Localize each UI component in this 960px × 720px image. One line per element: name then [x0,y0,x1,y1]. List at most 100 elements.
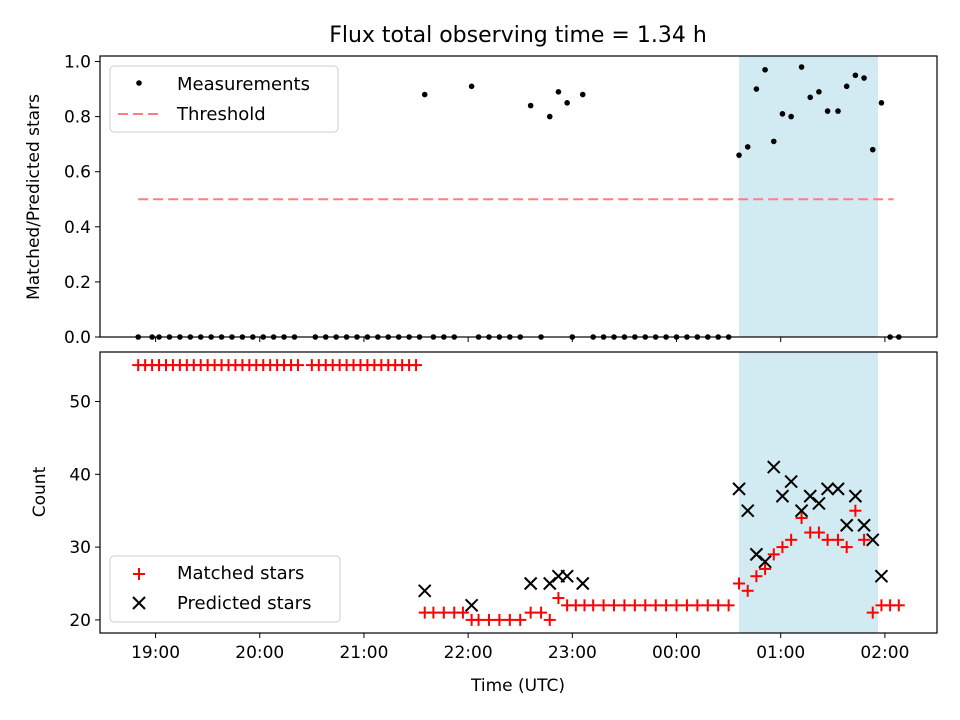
matched-star-point [785,533,798,546]
y-tick-label: 30 [69,538,91,558]
predicted-star-point [560,569,574,583]
predicted-star-point [576,576,590,591]
matched-star-point [701,599,714,612]
matched-star-point [503,613,516,626]
matched-star-point [712,599,725,612]
matched-star-point [608,599,621,612]
x-axis-label: Time (UTC) [470,676,565,696]
legend-predicted-label: Predicted stars [177,593,311,614]
predicted-star-point [848,489,863,503]
legend-matched-label: Matched stars [177,563,304,584]
measurement-point [527,102,534,109]
matched-star-point [733,577,746,590]
matched-star-point [892,599,905,612]
highlight-span-top [739,56,878,337]
x-tick-label: 21:00 [339,643,388,663]
measurement-point [861,75,867,81]
measurement-point [816,89,822,95]
matched-star-point [722,599,735,612]
highlight-span-bottom [739,352,878,633]
bottom-x-ticks: 19:00 20:00 21:00 22:00 23:00 00:00 01:00 02:00 [131,633,909,663]
predicted-star-point [866,533,880,547]
measurement-point [762,66,768,73]
matched-star-point [812,526,825,539]
matched-star-point [535,606,548,619]
matched-star-point [776,541,789,554]
x-tick-label: 01:00 [756,643,805,663]
x-tick-label: 02:00 [860,643,909,663]
predicted-star-point [767,460,781,474]
predicted-star-point [775,489,790,503]
matched-star-point [691,599,704,612]
top-y-axis-label: Matched/Predicted stars [24,94,44,300]
measurement-point [779,111,786,117]
matched-star-point [493,613,506,626]
matched-stars-points [132,359,905,626]
matched-star-point [291,359,304,372]
y-tick-label: 20 [69,611,91,631]
bottom-legend: Matched stars Predicted stars [109,555,341,623]
y-tick-label: 40 [69,465,91,485]
measurement-point [546,113,553,120]
matched-star-point [649,599,662,612]
y-tick-label: 0.0 [64,328,91,348]
y-tick-label: 0.2 [64,273,91,293]
predicted-star-point [831,482,845,496]
matched-star-point [472,613,485,626]
matched-star-point [840,541,853,554]
measurement-point [744,144,751,150]
measurement-point [869,146,876,153]
matched-star-point [866,606,879,619]
legend-measurements-label: Measurements [177,74,310,95]
matched-star-point [524,606,537,619]
matched-star-point [832,533,845,546]
measurement-point [852,72,859,79]
matched-star-point [410,359,423,372]
measurement-point [807,94,814,101]
matched-star-point [759,562,772,575]
matched-star-point [767,548,780,561]
matched-star-point [741,584,754,597]
measurement-point [798,64,805,70]
measurement-point [421,91,428,98]
matched-star-point [552,592,565,605]
matched-star-point [543,613,556,626]
matched-star-point [628,599,641,612]
measurement-point [824,108,831,114]
bottom-y-axis-label: Count [30,466,50,517]
matched-star-point [821,533,834,546]
matched-star-point [597,599,610,612]
measurement-point [579,91,586,98]
x-tick-label: 19:00 [131,643,180,663]
legend-threshold-label: Threshold [176,104,266,125]
matched-star-point [587,599,600,612]
matched-star-point [437,606,450,619]
matched-star-point [680,599,693,612]
matched-star-point [750,570,763,583]
top-panel: 0.0 0.2 0.4 0.6 0.8 1.0 Matched/Predicted sta… [24,53,938,348]
measurement-point [736,152,742,158]
top-y-ticks: 0.0 0.2 0.4 0.6 0.8 1.0 [64,53,100,348]
measurement-point [770,138,777,145]
y-tick-label: 0.6 [64,163,91,183]
bottom-panel: 20 30 40 50 19:00 20:00 21:00 22:00 23:00 00:00 0… [30,351,938,696]
y-tick-label: 0.8 [64,108,91,128]
matched-star-point [670,599,683,612]
matched-star-point [849,504,862,517]
x-tick-label: 22:00 [444,643,493,663]
matched-star-point [427,606,440,619]
measurement-point [788,113,794,120]
predicted-star-point [464,598,479,613]
matched-star-point [858,533,871,546]
predicted-star-point [857,518,871,532]
measurement-point [468,83,475,90]
predicted-star-point [874,569,889,583]
predicted-star-point [758,554,772,569]
predicted-star-point [732,482,746,496]
top-axes-frame [99,55,938,338]
predicted-star-point [812,496,826,511]
x-tick-label: 00:00 [652,643,701,663]
x-tick-label: 23:00 [548,643,597,663]
measurement-point [753,86,760,92]
